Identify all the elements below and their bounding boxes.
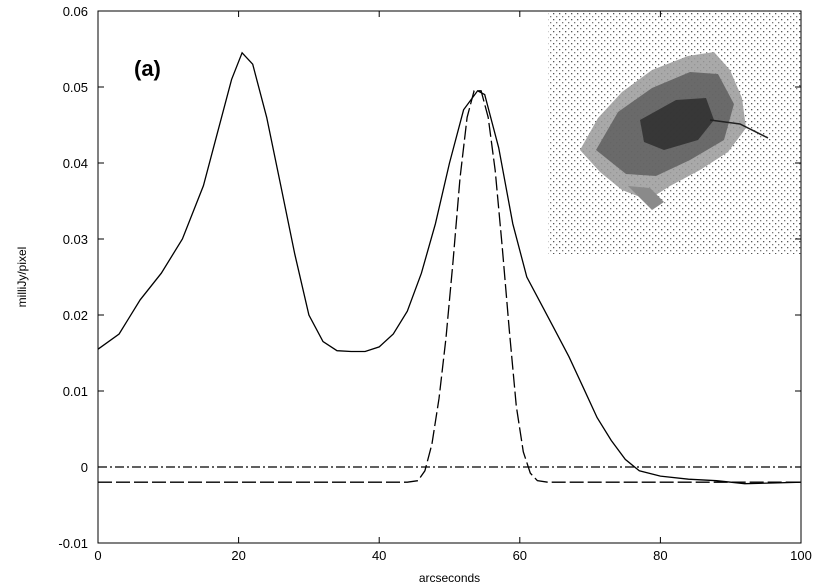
y-tick-label: -0.01 [58, 536, 88, 551]
tick-layer: 0 20 40 60 80 100 -0.01 0 0.01 0.02 0.03 0.04 0.05 0.… [58, 4, 811, 563]
panel-label: (a) [134, 56, 161, 81]
y-axis-label: milliJy/pixel [15, 247, 29, 308]
plot-frame [97, 10, 802, 544]
y-tick-label: 0.02 [63, 308, 88, 323]
y-tick-label: 0.04 [63, 156, 88, 171]
y-tick-label: 0 [81, 460, 88, 475]
x-tick-label: 80 [653, 548, 667, 563]
series-layer [97, 51, 802, 485]
x-tick-label: 40 [372, 548, 386, 563]
inset-object [580, 52, 769, 210]
x-tick-label: 0 [94, 548, 101, 563]
y-tick-label: 0.03 [63, 232, 88, 247]
x-tick-label: 100 [790, 548, 812, 563]
y-tick-label: 0.06 [63, 4, 88, 19]
y-tick-label: 0.01 [63, 384, 88, 399]
series-line-dashed [98, 90, 801, 483]
x-axis-label: arcseconds [419, 571, 480, 585]
inset-image [548, 11, 801, 254]
y-tick-label: 0.05 [63, 80, 88, 95]
x-tick-label: 60 [513, 548, 527, 563]
series-line-solid [97, 51, 802, 485]
x-tick-label: 20 [231, 548, 245, 563]
